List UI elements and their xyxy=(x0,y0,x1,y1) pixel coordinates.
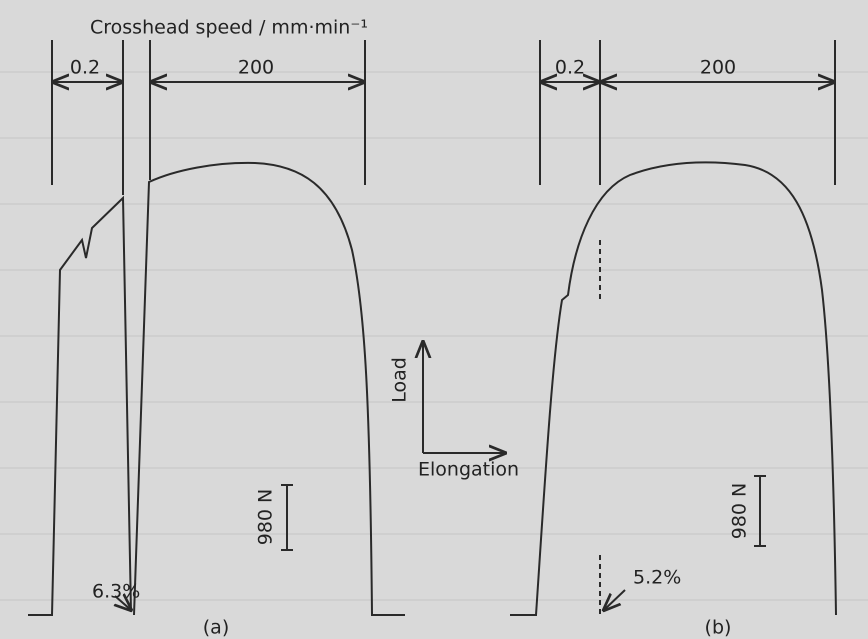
strain-label: 5.2% xyxy=(633,567,681,589)
speed-label: 200 xyxy=(238,57,274,79)
speed-label: 0.2 xyxy=(70,57,100,79)
panel-label: (b) xyxy=(705,617,732,639)
panel-b xyxy=(510,40,837,616)
scale-label: 980 N xyxy=(255,489,277,546)
strain-label: 6.3% xyxy=(92,581,140,603)
panel-label: (a) xyxy=(203,617,229,639)
paper-rules xyxy=(0,71,868,601)
axis-label: Load xyxy=(389,357,411,403)
speed-label: 0.2 xyxy=(555,57,585,79)
panel-a xyxy=(28,40,405,616)
axis-label: Elongation xyxy=(418,459,519,481)
title: Crosshead speed / mm·min⁻¹ xyxy=(90,17,368,39)
scale-label: 980 N xyxy=(729,483,751,540)
speed-label: 200 xyxy=(700,57,736,79)
